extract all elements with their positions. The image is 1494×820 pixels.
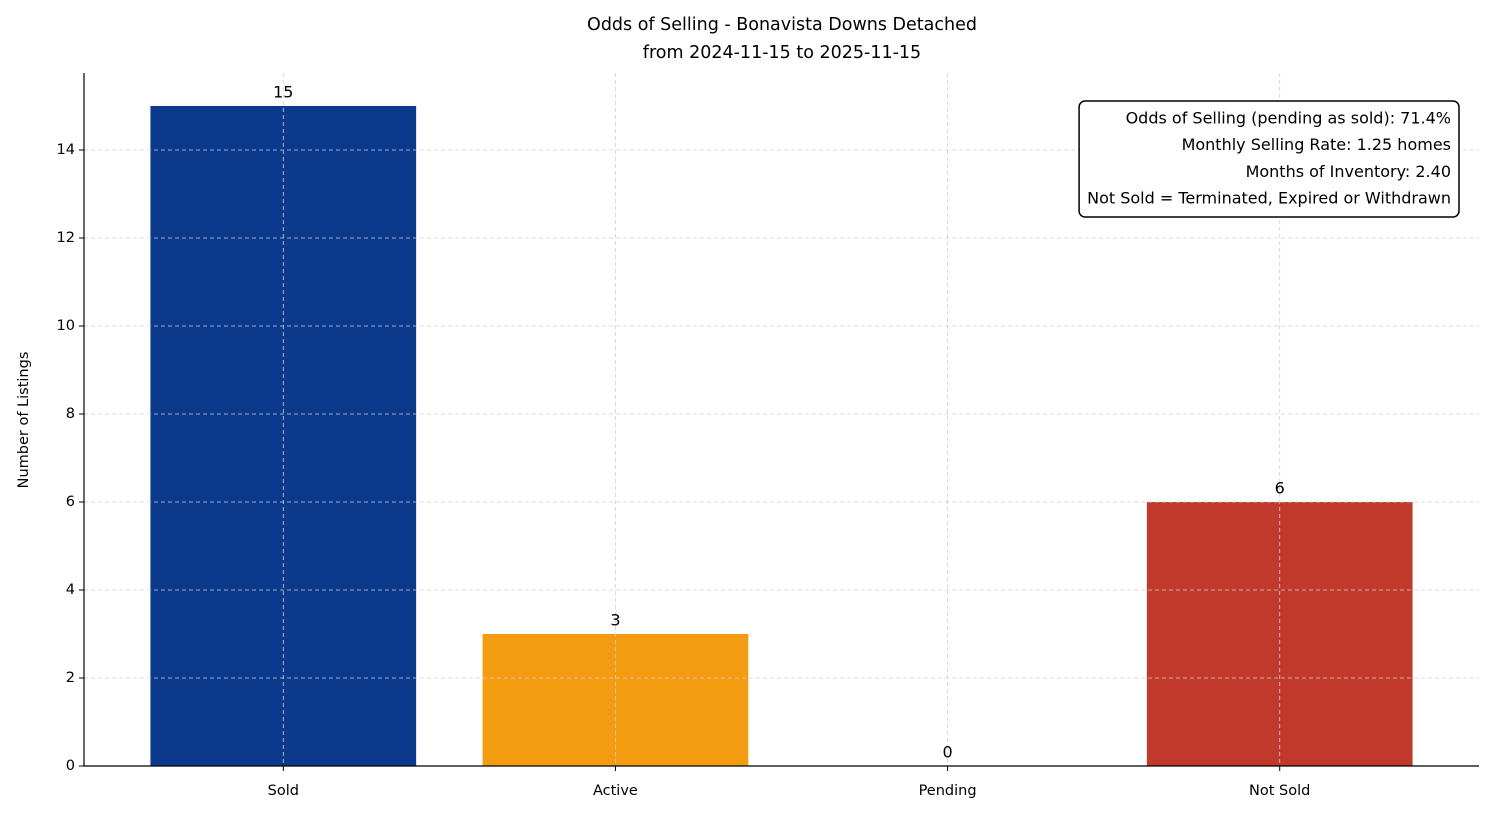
annotation-text: Odds of Selling (pending as sold): 71.4% <box>1126 109 1451 128</box>
y-tick-label: 0 <box>66 758 75 774</box>
x-tick-label: Not Sold <box>1249 783 1310 799</box>
annotation-text: Not Sold = Terminated, Expired or Withdr… <box>1087 189 1451 208</box>
x-tick-label: Pending <box>919 783 977 799</box>
y-tick-label: 14 <box>57 142 75 158</box>
annotation-text: Monthly Selling Rate: 1.25 homes <box>1182 135 1451 154</box>
x-tick-label: Active <box>593 783 638 799</box>
chart-subtitle: from 2024-11-15 to 2025-11-15 <box>643 43 921 63</box>
annotation-text: Months of Inventory: 2.40 <box>1246 162 1451 181</box>
y-tick-label: 6 <box>66 494 75 510</box>
y-tick-label: 4 <box>66 582 75 598</box>
y-tick-label: 10 <box>57 318 75 334</box>
annotation-box <box>1078 100 1460 218</box>
value-label: 0 <box>942 743 952 762</box>
y-tick-label: 8 <box>66 406 75 422</box>
y-tick-label: 2 <box>66 670 75 686</box>
y-axis-label: Number of Listings <box>16 352 32 489</box>
bar <box>150 106 417 766</box>
y-tick-label: 12 <box>57 230 75 246</box>
value-label: 3 <box>610 611 620 630</box>
chart-title: Odds of Selling - Bonavista Downs Detach… <box>587 15 977 35</box>
value-label: 6 <box>1275 479 1285 498</box>
value-label: 15 <box>273 83 293 102</box>
x-tick-label: Sold <box>268 783 299 799</box>
